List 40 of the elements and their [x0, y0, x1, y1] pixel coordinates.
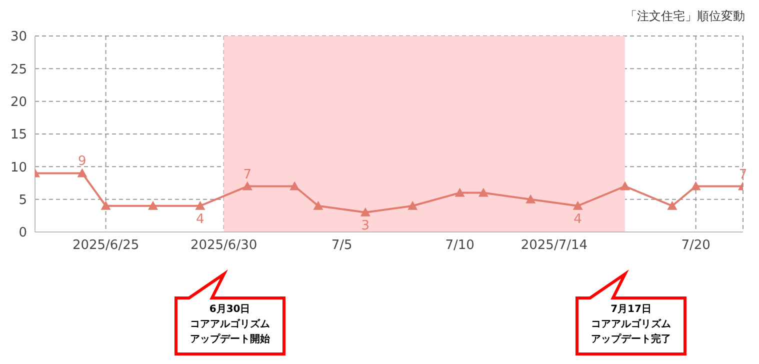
- data-label: 7: [738, 167, 748, 182]
- point: [454, 188, 465, 197]
- point: [667, 200, 678, 210]
- data-label: 3: [361, 218, 370, 234]
- y-tick-label: 25: [10, 62, 27, 78]
- data-label: 9: [78, 154, 86, 170]
- point: [360, 207, 370, 216]
- point: [195, 200, 206, 210]
- y-tick-label: 5: [18, 192, 27, 208]
- y-tick-label: 30: [10, 30, 27, 45]
- data-label: 7: [243, 167, 252, 182]
- point: [478, 188, 488, 197]
- point: [77, 168, 88, 178]
- x-tick-label: 2025/7/14: [520, 238, 588, 254]
- point: [290, 181, 300, 190]
- point: [526, 194, 536, 204]
- text: コアアルゴリズムアップデート完了: [590, 318, 672, 347]
- point: [408, 200, 418, 210]
- point: [100, 200, 111, 210]
- x-tick-label: 7/20: [681, 238, 710, 254]
- text: 6月30日: [208, 303, 252, 317]
- chart-title: 「注文住宅」順位変動: [625, 8, 745, 25]
- y-tick-label: 10: [10, 160, 27, 176]
- point: [620, 181, 630, 190]
- x-tick-label: 2025/6/25: [72, 238, 140, 254]
- point: [148, 200, 158, 210]
- point: [572, 200, 583, 210]
- x-tick-label: 7/10: [445, 238, 474, 254]
- point: [313, 200, 324, 210]
- data-label: 4: [574, 212, 582, 227]
- x-tick-label: 2025/6/30: [190, 238, 258, 254]
- point: [242, 181, 252, 190]
- data-label: 4: [196, 212, 204, 227]
- text: 7月17日: [610, 303, 652, 317]
- x-tick-label: 7/5: [331, 238, 352, 254]
- text: コアアルゴリズムアップデート開始: [188, 318, 271, 347]
- y-tick-label: 20: [10, 94, 27, 110]
- point: [690, 181, 701, 190]
- y-tick-label: 15: [10, 128, 27, 143]
- y-tick-label: 0: [18, 226, 27, 241]
